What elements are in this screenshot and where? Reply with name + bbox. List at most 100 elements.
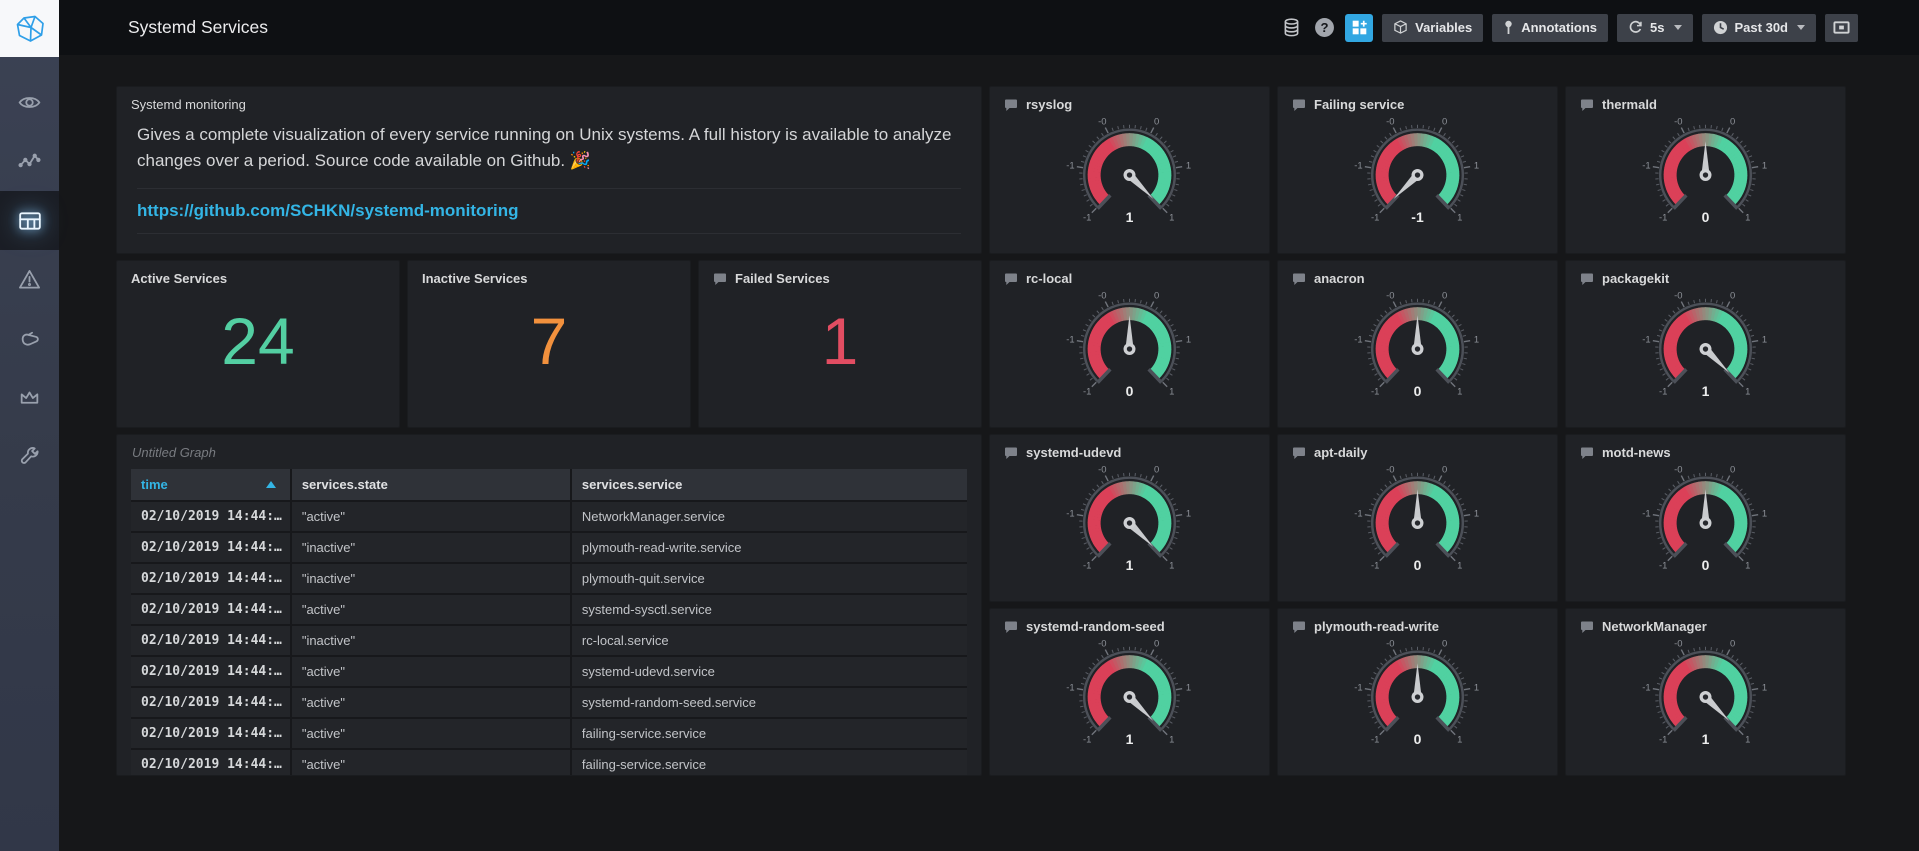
svg-text:1: 1 — [1762, 335, 1767, 346]
cell-time: 02/10/2019 14:44:… — [141, 726, 282, 741]
refresh-button[interactable]: 5s — [1617, 13, 1693, 42]
cell-time: 02/10/2019 14:44:… — [141, 695, 282, 710]
stat-value: 24 — [221, 304, 295, 378]
panel-title-label: rsyslog — [1026, 97, 1073, 112]
hand-tag-icon — [21, 331, 39, 346]
panel-title[interactable]: Active Services — [117, 261, 399, 286]
gauge-value: 1 — [1702, 383, 1710, 399]
svg-text:-1: -1 — [1066, 161, 1074, 172]
dashboards-icon — [18, 211, 41, 230]
svg-text:-1: -1 — [1371, 734, 1379, 745]
svg-text:1: 1 — [1169, 734, 1174, 745]
column-header-time[interactable]: time — [131, 469, 290, 500]
crown-icon — [20, 391, 39, 404]
svg-text:-1: -1 — [1659, 212, 1667, 223]
panel-title[interactable]: apt-daily — [1278, 435, 1557, 460]
cell-state: "active" — [289, 502, 570, 531]
svg-text:1: 1 — [1169, 212, 1174, 223]
sidebar-item-configuration[interactable] — [0, 427, 59, 486]
datasource-button[interactable] — [1279, 16, 1303, 40]
cell-time: 02/10/2019 14:44:… — [141, 664, 282, 679]
sidebar-item-alerting[interactable] — [0, 250, 59, 309]
panel-title[interactable]: Failed Services — [699, 261, 981, 286]
svg-text:-1: -1 — [1642, 509, 1650, 520]
panel-title-label: anacron — [1314, 271, 1365, 286]
svg-text:-0: -0 — [1386, 117, 1394, 128]
panel-title[interactable]: Systemd monitoring — [117, 87, 981, 112]
table-row: 02/10/2019 14:44:… "active" failing-servic… — [131, 748, 967, 775]
panel-title-label: systemd-udevd — [1026, 445, 1122, 460]
panel-title-label: Active Services — [131, 271, 228, 286]
panel-title[interactable]: packagekit — [1566, 261, 1845, 286]
cell-time: 02/10/2019 14:44:… — [141, 571, 282, 586]
panel-title[interactable]: Failing service — [1278, 87, 1557, 112]
cell-service: rc-local.service — [569, 626, 967, 655]
svg-text:1: 1 — [1762, 509, 1767, 520]
panel-title[interactable]: Untitled Graph — [132, 445, 216, 460]
variables-button[interactable]: Variables — [1382, 13, 1484, 42]
gauge-chart: -1 -1 -0 0 1 1 0 — [1354, 639, 1479, 747]
stat-value: 1 — [821, 304, 859, 378]
sidebar-item-watch[interactable] — [0, 73, 59, 132]
gauge-panel-motd-news: motd-news -1 -1 -0 0 1 1 0 — [1565, 434, 1846, 602]
kiosk-mode-button[interactable] — [1825, 13, 1858, 42]
panel-title-label: Failing service — [1314, 97, 1405, 112]
svg-text:-1: -1 — [1354, 509, 1362, 520]
column-header-service[interactable]: services.service — [569, 469, 967, 500]
panel-title[interactable]: thermald — [1566, 87, 1845, 112]
svg-text:0: 0 — [1442, 117, 1447, 128]
stat-panel-inactive-services: Inactive Services 7 — [407, 260, 691, 428]
panel-title[interactable]: rc-local — [990, 261, 1269, 286]
help-button[interactable]: ? — [1312, 16, 1336, 40]
comment-bubble-icon — [1581, 621, 1593, 633]
panel-title[interactable]: motd-news — [1566, 435, 1845, 460]
cell-service: plymouth-quit.service — [569, 564, 967, 593]
svg-text:-0: -0 — [1098, 291, 1106, 302]
sidebar-item-graph[interactable] — [0, 132, 59, 191]
panel-title[interactable]: systemd-random-seed — [990, 609, 1269, 634]
add-panel-button[interactable] — [1345, 13, 1374, 42]
cell-service: failing-service.service — [569, 750, 967, 775]
panel-title[interactable]: plymouth-read-write — [1278, 609, 1557, 634]
divider — [137, 187, 961, 189]
cell-service: plymouth-read-write.service — [569, 533, 967, 562]
cell-service: systemd-random-seed.service — [569, 688, 967, 717]
gauge-chart: -1 -1 -0 0 1 1 0 — [1354, 291, 1479, 399]
gauge-value: 0 — [1702, 209, 1710, 225]
sidebar-item-premium[interactable] — [0, 368, 59, 427]
clock-icon — [1713, 20, 1727, 35]
table-row: 02/10/2019 14:44:… "active" failing-servic… — [131, 717, 967, 748]
panel-title-label: Systemd monitoring — [131, 97, 246, 112]
panel-title[interactable]: NetworkManager — [1566, 609, 1845, 634]
github-link[interactable]: https://github.com/SCHKN/systemd-monitor… — [137, 200, 519, 220]
svg-text:-1: -1 — [1371, 212, 1379, 223]
services-table: time services.state services.service 02/… — [131, 469, 967, 775]
sidebar-item-home[interactable] — [0, 0, 59, 57]
panel-title[interactable]: Inactive Services — [408, 261, 690, 286]
gauge-value: 1 — [1126, 731, 1134, 747]
sidebar-item-snapshots[interactable] — [0, 309, 59, 368]
gauge-panel-packagekit: packagekit -1 -1 -0 0 1 1 1 — [1565, 260, 1846, 428]
column-header-state[interactable]: services.state — [289, 469, 570, 500]
svg-text:-0: -0 — [1674, 639, 1682, 650]
gauge-panel-failing-service: Failing service -1 -1 -0 0 1 1 -1 — [1277, 86, 1558, 254]
svg-text:-0: -0 — [1098, 639, 1106, 650]
gauge-value: 0 — [1414, 383, 1422, 399]
svg-text:1: 1 — [1457, 734, 1462, 745]
gauge-panel-rc-local: rc-local -1 -1 -0 0 1 1 0 — [989, 260, 1270, 428]
annotations-button[interactable]: Annotations — [1492, 13, 1609, 42]
sort-asc-icon — [265, 481, 276, 488]
sidebar-item-dashboards[interactable] — [0, 191, 59, 250]
grafana-logo-icon — [16, 15, 44, 42]
svg-text:-0: -0 — [1674, 291, 1682, 302]
panel-title[interactable]: anacron — [1278, 261, 1557, 286]
cell-state: "inactive" — [289, 533, 570, 562]
panel-title[interactable]: rsyslog — [990, 87, 1269, 112]
panel-title[interactable]: systemd-udevd — [990, 435, 1269, 460]
table-row: 02/10/2019 14:44:… "inactive" plymouth-rea… — [131, 531, 967, 562]
panel-title-label: plymouth-read-write — [1314, 619, 1439, 634]
svg-text:1: 1 — [1186, 335, 1191, 346]
svg-text:-1: -1 — [1083, 560, 1091, 571]
gauge-value: 0 — [1414, 731, 1422, 747]
time-range-button[interactable]: Past 30d — [1701, 13, 1816, 42]
